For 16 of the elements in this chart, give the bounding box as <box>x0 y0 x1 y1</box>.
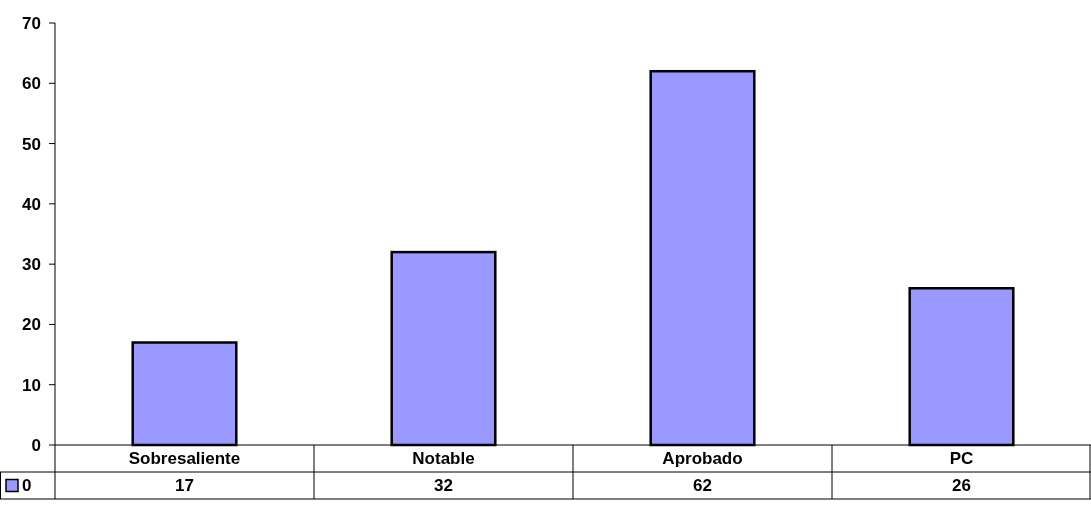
y-tick-label: 60 <box>22 74 41 94</box>
y-tick-label: 50 <box>22 134 41 154</box>
data-label: 32 <box>434 476 453 496</box>
y-tick-label: 40 <box>22 194 41 214</box>
y-tick-label: 20 <box>22 315 41 335</box>
y-tick-label: 30 <box>22 255 41 275</box>
data-label: 26 <box>952 476 971 496</box>
y-tick-label: 0 <box>31 435 41 455</box>
x-tick-label: PC <box>949 449 974 469</box>
data-label: 17 <box>175 476 194 496</box>
x-tick-label: Aprobado <box>662 449 743 469</box>
x-tick-label: Sobresaliente <box>128 449 241 469</box>
data-label: 62 <box>693 476 712 496</box>
x-tick-label: Notable <box>412 449 475 469</box>
y-tick-label: 10 <box>22 375 41 395</box>
y-tick-label: 70 <box>22 13 41 33</box>
